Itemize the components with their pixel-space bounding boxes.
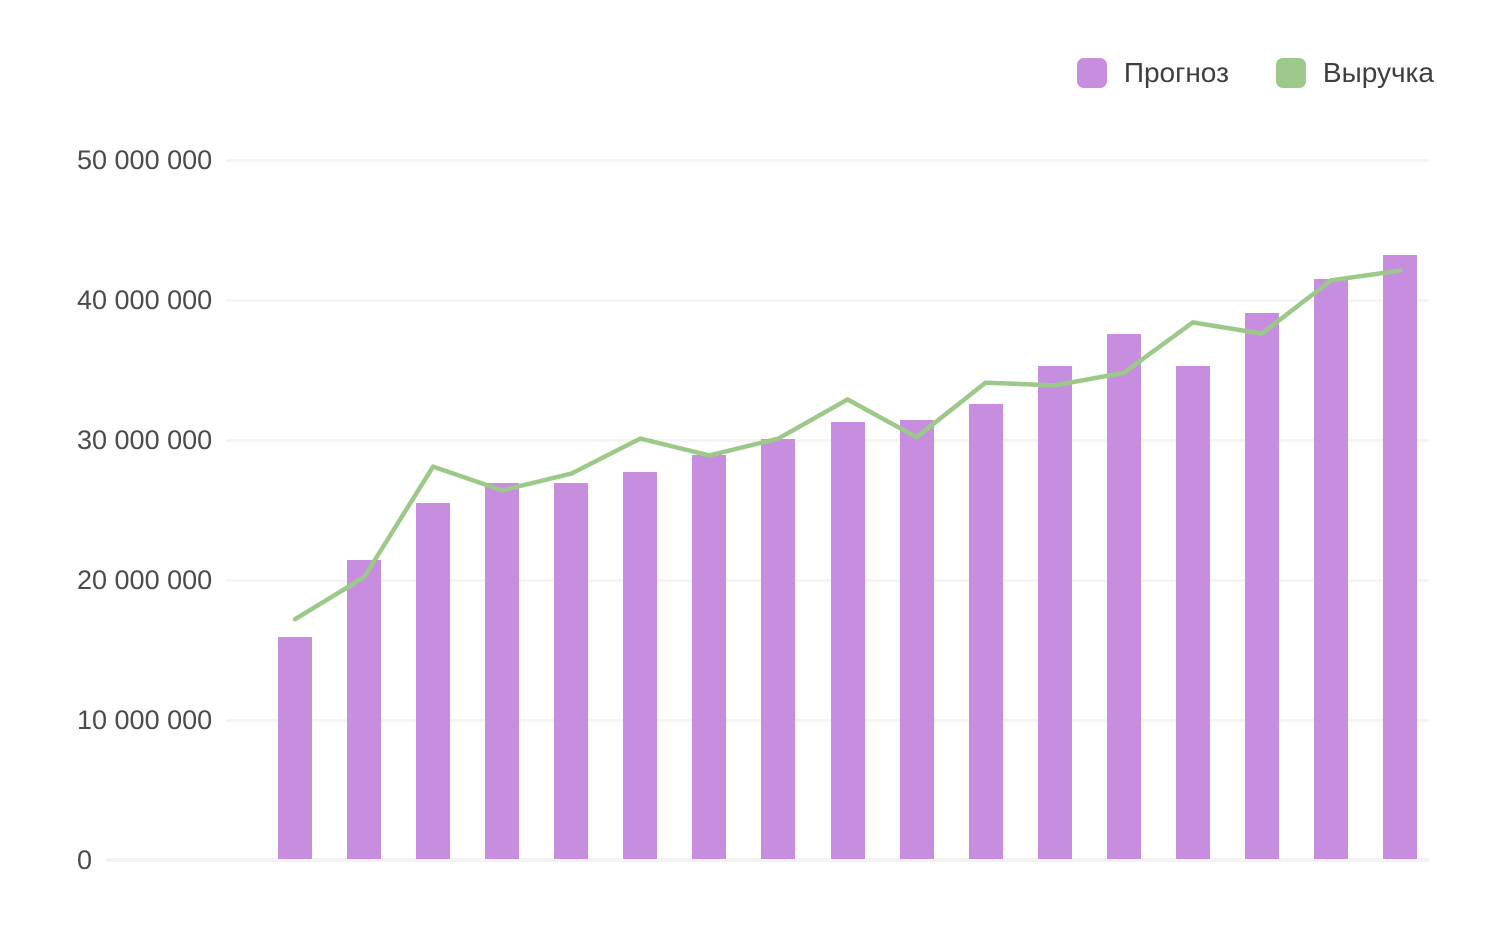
bar-forecast bbox=[899, 420, 934, 859]
bar-forecast bbox=[347, 560, 382, 859]
bar-forecast bbox=[554, 483, 589, 859]
bar-forecast bbox=[1383, 255, 1417, 859]
bar-forecast bbox=[1244, 312, 1279, 859]
y-tick-label: 50 000 000 bbox=[77, 144, 213, 175]
y-tick-label: 10 000 000 bbox=[77, 704, 213, 735]
legend-label-forecast: Прогноз bbox=[1123, 57, 1229, 88]
bar-forecast bbox=[623, 472, 658, 859]
bar-forecast bbox=[761, 438, 796, 859]
bar-forecast bbox=[278, 637, 312, 859]
grid-row-zero: 0 bbox=[77, 844, 1429, 875]
legend: Прогноз Выручка bbox=[1076, 57, 1434, 88]
bar-forecast bbox=[1313, 279, 1348, 859]
bar-forecast bbox=[416, 503, 451, 859]
x-axis-line bbox=[106, 858, 1429, 862]
legend-item-revenue[interactable]: Выручка bbox=[1275, 57, 1434, 88]
forecast-swatch-icon bbox=[1076, 58, 1107, 88]
y-tick-label: 0 bbox=[77, 844, 93, 875]
legend-label-revenue: Выручка bbox=[1322, 57, 1434, 88]
bar-forecast bbox=[1175, 365, 1210, 859]
gridline bbox=[226, 158, 1429, 162]
y-tick-label: 40 000 000 bbox=[77, 284, 213, 315]
bar-forecast bbox=[1106, 333, 1141, 859]
y-tick-label: 30 000 000 bbox=[77, 424, 213, 455]
gridline bbox=[226, 718, 1429, 722]
bar-forecast bbox=[968, 403, 1003, 859]
y-tick-label: 20 000 000 bbox=[77, 564, 213, 595]
bar-forecast bbox=[485, 483, 520, 859]
legend-item-forecast[interactable]: Прогноз bbox=[1076, 57, 1229, 88]
bar-forecast bbox=[830, 421, 865, 859]
bar-forecast bbox=[1037, 365, 1072, 859]
grid-row-10m: 10 000 000 bbox=[77, 704, 1429, 735]
revenue-swatch-icon bbox=[1275, 58, 1306, 88]
bar-forecast bbox=[692, 455, 727, 859]
grid-row-50m: 50 000 000 bbox=[77, 144, 1429, 175]
